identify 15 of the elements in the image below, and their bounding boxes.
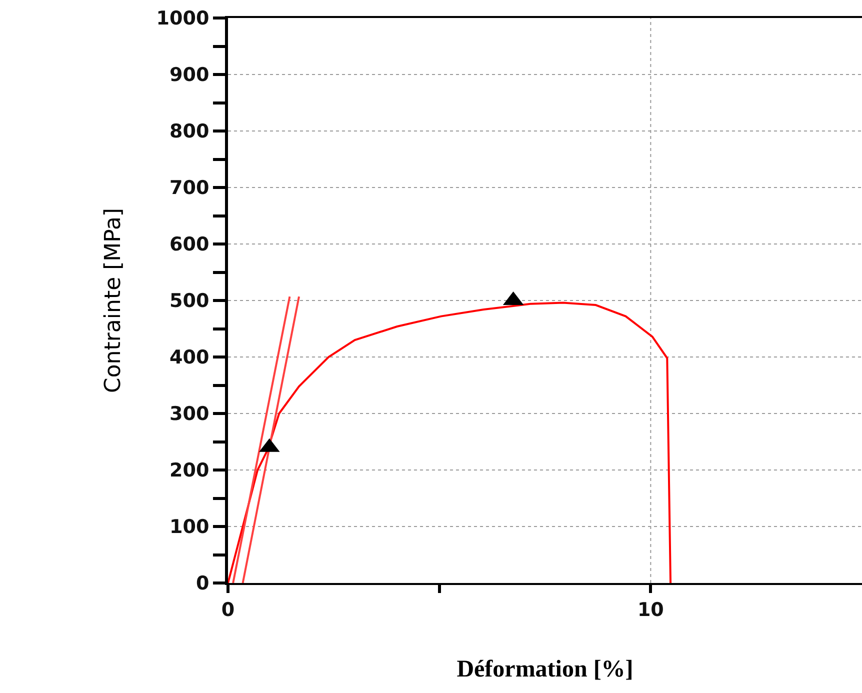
y-tick-label: 400 — [170, 346, 210, 369]
y-tick-label: 0 — [196, 572, 210, 595]
y-tick-label: 800 — [170, 120, 210, 143]
y-tick-label: 1000 — [156, 8, 210, 30]
x-tick-label: 10 — [637, 598, 664, 621]
y-tick-label: 100 — [170, 516, 210, 538]
y-tick-label: 500 — [170, 290, 210, 312]
y-tick-label: 600 — [170, 234, 210, 256]
y-tick-label: 900 — [170, 64, 210, 86]
y-tick-label: 300 — [170, 403, 210, 426]
y-tick-label: 200 — [170, 460, 210, 482]
y-axis-title: Contrainte [MPa] — [101, 208, 126, 394]
line-series — [228, 302, 672, 583]
y-tick-label: 700 — [170, 177, 210, 200]
x-axis-title: Déformation [%] — [456, 656, 634, 683]
